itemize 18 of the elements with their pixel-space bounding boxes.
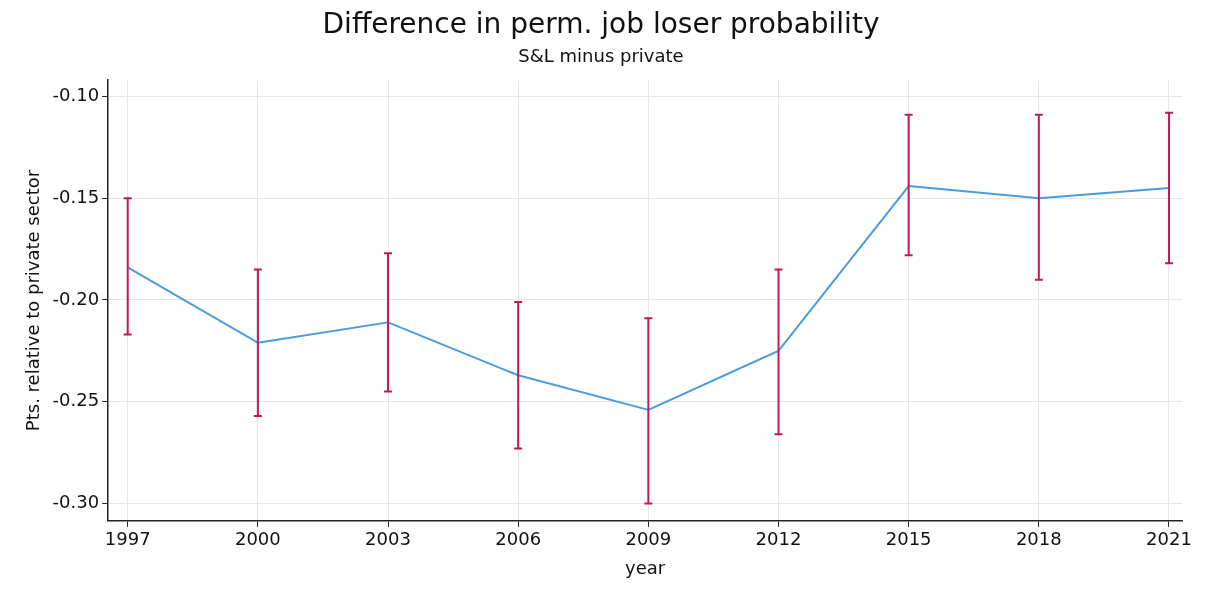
y-tick-label: -0.15	[52, 185, 100, 207]
x-tick-label: 2006	[495, 528, 542, 550]
x-axis-title: year	[625, 556, 666, 578]
x-tick-label: 1997	[104, 528, 151, 550]
y-tick-label: -0.30	[52, 491, 100, 513]
y-tick-label: -0.25	[52, 389, 100, 411]
x-tick-label: 2012	[755, 528, 802, 550]
x-tick-label: 2003	[365, 528, 411, 550]
y-tick-label: -0.10	[52, 84, 100, 106]
x-tick-label: 2009	[625, 528, 672, 550]
x-tick-label: 2015	[885, 528, 932, 550]
x-tick-label: 2000	[234, 528, 281, 550]
y-tick-label: -0.20	[52, 287, 100, 309]
x-tick-label: 2018	[1015, 528, 1062, 550]
chart-title: Difference in perm. job loser probability	[322, 7, 880, 41]
chart-subtitle: S&L minus private	[518, 45, 684, 67]
x-tick-label: 2021	[1146, 528, 1192, 550]
y-axis-title: Pts. relative to private sector	[22, 169, 44, 432]
